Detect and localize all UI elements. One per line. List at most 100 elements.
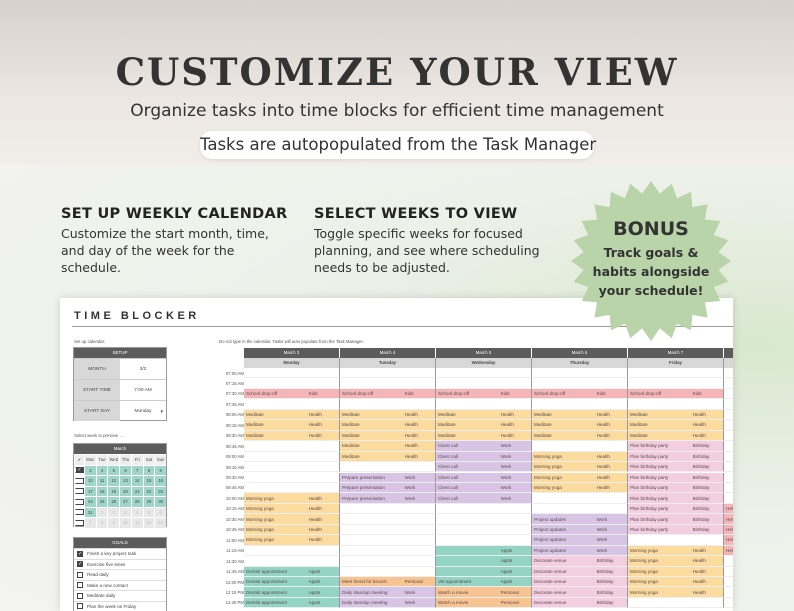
calendar-day[interactable]: 23 (154, 486, 167, 496)
time-block[interactable]: School drop-off Kids (244, 388, 340, 400)
time-block[interactable]: Meditate Health (532, 430, 628, 442)
time-block[interactable]: Morning yoga Health (532, 451, 628, 463)
empty-cell[interactable] (532, 493, 628, 504)
time-block[interactable]: Help with hoKids (724, 545, 733, 557)
calendar-day[interactable]: 2 (107, 507, 120, 517)
calendar-day[interactable]: 30 (154, 497, 167, 507)
goal-checkbox[interactable]: ✓ (77, 561, 83, 568)
calendar-day[interactable]: 9 (154, 465, 167, 475)
time-block[interactable]: Meditate Health (628, 420, 724, 431)
empty-cell[interactable] (724, 556, 733, 567)
time-block[interactable]: School drop-off Kids (628, 388, 724, 400)
calendar-day[interactable]: 26 (107, 497, 120, 507)
time-block[interactable]: Project updates Work (532, 524, 628, 536)
time-block[interactable]: Decorate venue Birthday (532, 597, 628, 609)
empty-cell[interactable] (724, 431, 733, 442)
time-block[interactable]: Morning yoga Health (244, 524, 340, 536)
empty-cell[interactable] (244, 441, 340, 452)
calendar-day[interactable]: 25 (95, 497, 108, 507)
empty-cell[interactable] (244, 451, 340, 463)
setup-value-start-time[interactable]: 7:00 AM (134, 387, 152, 393)
calendar-day[interactable]: 19 (107, 486, 120, 496)
time-block[interactable]: Morning yoga Health (532, 462, 628, 473)
time-block[interactable]: Meditate Health (244, 409, 340, 421)
empty-cell[interactable] (724, 399, 733, 410)
time-block[interactable]: Client call Work (436, 462, 532, 473)
calendar-day[interactable]: 27 (119, 497, 131, 507)
time-block[interactable]: Morning yoga Health (628, 566, 724, 577)
time-block[interactable]: Decorate venue Birthday (532, 587, 628, 598)
calendar-day[interactable]: 12 (107, 476, 120, 486)
calendar-day[interactable]: 14 (130, 476, 143, 486)
time-block[interactable]: Plan birthday party Birthday (628, 482, 724, 494)
empty-cell[interactable] (340, 399, 436, 410)
calendar-day[interactable]: 7 (130, 465, 143, 475)
time-block[interactable]: Meditate Health (628, 409, 724, 421)
empty-cell[interactable] (724, 473, 733, 483)
week-checkbox-cell[interactable]: ✓ (74, 465, 84, 475)
time-block[interactable]: Meet friend for brunch Personal (340, 577, 436, 588)
goal-checkbox[interactable] (77, 571, 83, 578)
time-block[interactable]: Meditate Health (436, 420, 532, 431)
time-block[interactable]: Client call Work (436, 451, 532, 463)
calendar-day[interactable]: 16 (154, 476, 167, 486)
goal-checkbox[interactable] (77, 582, 83, 589)
time-block[interactable]: Dentist appointment Appts (244, 587, 340, 598)
empty-cell[interactable] (436, 524, 532, 536)
time-block[interactable]: Plan birthday party Birthday (628, 524, 724, 536)
time-block[interactable]: Client call Work (436, 482, 532, 494)
calendar-day[interactable]: 21 (130, 486, 143, 496)
goal-checkbox[interactable] (77, 592, 83, 599)
time-block[interactable]: Meditate Health (628, 430, 724, 442)
calendar-day[interactable]: 24 (84, 497, 96, 507)
calendar-day[interactable]: 15 (142, 476, 155, 486)
week-checkbox[interactable] (75, 488, 84, 495)
time-block[interactable]: School drop-off Kids (532, 388, 628, 400)
empty-cell[interactable] (244, 368, 340, 379)
calendar-day[interactable]: 3 (119, 507, 131, 517)
time-block[interactable]: Morning yoga Health (244, 535, 340, 546)
time-block[interactable]: Meditate Health (436, 430, 532, 442)
time-block[interactable]: Vet appointment Appts (436, 577, 532, 588)
week-checkbox-cell[interactable] (74, 476, 84, 486)
time-block[interactable]: Decorate venue Birthday (532, 556, 628, 567)
week-checkbox-cell[interactable] (74, 486, 84, 496)
empty-cell[interactable] (436, 503, 532, 515)
empty-cell[interactable] (436, 368, 532, 379)
empty-cell[interactable] (724, 378, 733, 389)
goal-checkbox[interactable]: ✓ (77, 550, 83, 557)
calendar-day[interactable]: 18 (95, 486, 108, 496)
time-block[interactable]: Client call Work (436, 441, 532, 452)
time-block[interactable]: Watch a movie Personal (436, 587, 532, 598)
time-block[interactable]: Morning yoga Health (628, 545, 724, 557)
empty-cell[interactable] (340, 368, 436, 379)
time-block[interactable]: Project updates Work (532, 514, 628, 525)
empty-cell[interactable] (724, 441, 733, 452)
goal-checkbox[interactable] (77, 603, 83, 610)
empty-cell[interactable] (724, 389, 733, 400)
empty-cell[interactable] (340, 524, 436, 536)
time-block[interactable]: Morning yoga Health (628, 587, 724, 598)
time-block[interactable]: Prepare presentation Work (340, 493, 436, 504)
empty-cell[interactable] (724, 598, 733, 609)
setup-value-month[interactable]: 3/2 (139, 366, 147, 372)
week-checkbox-cell[interactable] (74, 497, 84, 507)
calendar-day[interactable]: 11 (130, 518, 143, 528)
calendar-day[interactable]: 13 (154, 518, 167, 528)
empty-cell[interactable] (340, 535, 436, 546)
empty-cell[interactable] (340, 378, 436, 389)
time-block[interactable]: Plan birthday party Birthday (628, 441, 724, 452)
calendar-day[interactable]: 3 (84, 465, 96, 475)
time-block[interactable]: Help with hoKids (724, 535, 733, 546)
time-block[interactable]: Help with hoKids (724, 524, 733, 536)
time-block[interactable]: Meditate Health (244, 420, 340, 431)
empty-cell[interactable] (532, 378, 628, 389)
time-block[interactable]: Morning yoga Health (244, 514, 340, 525)
time-block[interactable]: Meditate Health (340, 441, 436, 452)
time-block[interactable]: Meditate Health (532, 420, 628, 431)
time-block[interactable]: Plan birthday party Birthday (628, 451, 724, 463)
time-block[interactable]: Plan birthday party Birthday (628, 493, 724, 504)
week-checkbox[interactable] (75, 519, 84, 526)
calendar-day[interactable]: 22 (142, 486, 155, 496)
time-block[interactable]: Morning yoga Health (628, 577, 724, 588)
